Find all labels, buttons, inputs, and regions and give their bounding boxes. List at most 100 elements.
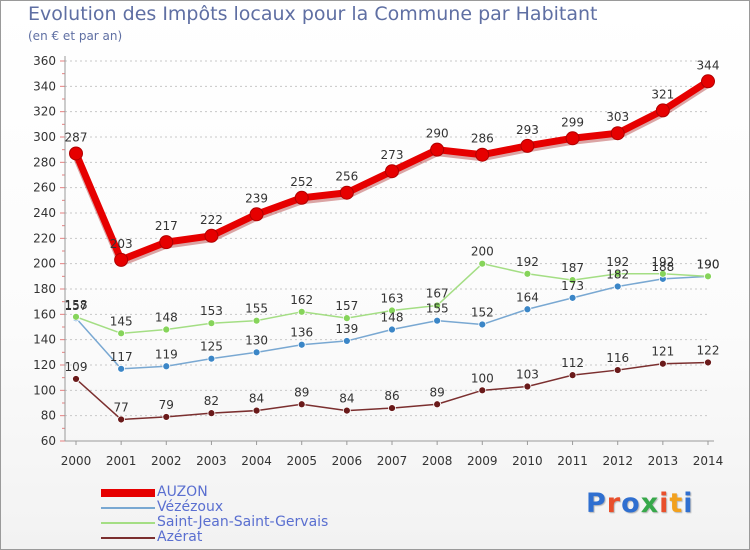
- data-point: [655, 103, 670, 118]
- series-az-rat: [72, 358, 712, 424]
- data-point: [433, 316, 442, 325]
- data-point: [704, 272, 712, 281]
- y-tick-label: 140: [33, 333, 56, 347]
- data-point: [478, 259, 487, 268]
- grid-lines: [65, 60, 709, 442]
- data-label: 136: [290, 326, 313, 340]
- data-point: [433, 301, 442, 310]
- data-label: 152: [471, 305, 494, 319]
- data-point: [117, 364, 126, 373]
- y-tick-label: 180: [33, 282, 56, 296]
- data-point: [69, 146, 83, 161]
- data-label: 84: [339, 392, 354, 406]
- legend-item: AUZON: [101, 485, 328, 500]
- data-point: [568, 293, 577, 302]
- x-tick-label: 2004: [241, 454, 272, 468]
- series-saint-jean-saint-gervais: [72, 259, 712, 338]
- data-label: 139: [335, 322, 358, 336]
- data-label: 200: [471, 245, 494, 259]
- data-point: [162, 413, 171, 421]
- y-tick-label: 280: [33, 155, 56, 169]
- data-point: [339, 185, 354, 200]
- data-label: 167: [426, 286, 449, 300]
- x-tick-label: 2014: [693, 454, 724, 468]
- data-point: [342, 337, 351, 345]
- data-point: [701, 74, 715, 89]
- legend-swatch: [101, 488, 155, 497]
- data-label: 112: [561, 356, 584, 370]
- data-point: [204, 228, 219, 243]
- data-point: [207, 409, 216, 418]
- data-label: 122: [697, 343, 720, 357]
- series-auzon: [69, 74, 715, 267]
- data-label: 84: [249, 392, 264, 406]
- x-tick-label: 2000: [61, 454, 92, 468]
- y-tick-label: 60: [41, 434, 56, 448]
- legend: AUZON Vézézoux Saint-Jean-Saint-Gervais Azé…: [101, 485, 328, 545]
- data-label: 116: [606, 351, 629, 365]
- data-label: 321: [651, 87, 674, 101]
- data-point: [249, 207, 264, 222]
- x-tick-label: 2008: [422, 454, 453, 468]
- data-label: 286: [471, 132, 494, 146]
- data-label: 89: [294, 385, 309, 399]
- data-point: [342, 406, 351, 415]
- data-label: 293: [516, 123, 539, 137]
- x-tick-label: 2002: [151, 454, 182, 468]
- data-label: 117: [110, 350, 133, 364]
- data-point: [475, 147, 490, 162]
- data-label: 239: [245, 191, 268, 205]
- data-label: 148: [155, 311, 178, 325]
- data-point: [388, 325, 396, 334]
- data-label: 119: [155, 347, 178, 361]
- x-tick-label: 2005: [286, 454, 317, 468]
- data-point: [114, 252, 129, 267]
- data-point: [207, 354, 216, 363]
- data-label: 100: [471, 371, 494, 385]
- x-tick-labels: 2000 2001 2002 2003 2004 2005 2006 2007 2008 2009…: [61, 454, 724, 468]
- y-tick-label: 360: [33, 54, 56, 68]
- data-point: [297, 307, 306, 316]
- data-label: 203: [110, 237, 133, 251]
- data-point: [297, 340, 306, 349]
- data-point: [162, 362, 171, 371]
- x-tick-label: 2006: [332, 454, 363, 468]
- data-point: [162, 325, 171, 334]
- data-label: 157: [65, 299, 88, 313]
- series-v-z-zoux: [72, 272, 712, 373]
- data-label: 290: [426, 127, 449, 141]
- y-tick-label: 100: [33, 383, 56, 397]
- axes: [60, 56, 714, 445]
- legend-label: Vézézoux: [157, 499, 224, 515]
- legend-swatch: [101, 506, 155, 509]
- y-tick-label: 340: [33, 79, 56, 93]
- legend-label: Saint-Jean-Saint-Gervais: [157, 514, 329, 530]
- data-label: 192: [516, 255, 539, 269]
- data-label: 130: [245, 333, 268, 347]
- data-label: 148: [381, 311, 404, 325]
- data-label: 157: [335, 299, 358, 313]
- data-point: [207, 319, 216, 328]
- data-label: 158: [65, 298, 88, 312]
- data-point: [613, 269, 622, 278]
- y-tick-label: 240: [33, 206, 56, 220]
- x-tick-label: 2003: [196, 454, 227, 468]
- data-label: 287: [65, 130, 88, 144]
- data-point: [613, 282, 622, 291]
- data-label: 77: [114, 400, 129, 414]
- data-label: 190: [697, 257, 720, 271]
- y-tick-label: 120: [33, 358, 56, 372]
- data-point: [523, 382, 532, 391]
- data-point: [252, 406, 261, 415]
- x-tick-label: 2009: [467, 454, 498, 468]
- data-point: [72, 312, 80, 321]
- data-label: 188: [651, 260, 674, 274]
- data-point: [117, 415, 126, 424]
- data-point: [433, 400, 442, 409]
- legend-item: Vézézoux: [101, 500, 328, 515]
- data-point: [523, 269, 532, 278]
- data-label: 125: [200, 340, 223, 354]
- data-label: 164: [516, 290, 539, 304]
- y-tick-label: 200: [33, 257, 56, 271]
